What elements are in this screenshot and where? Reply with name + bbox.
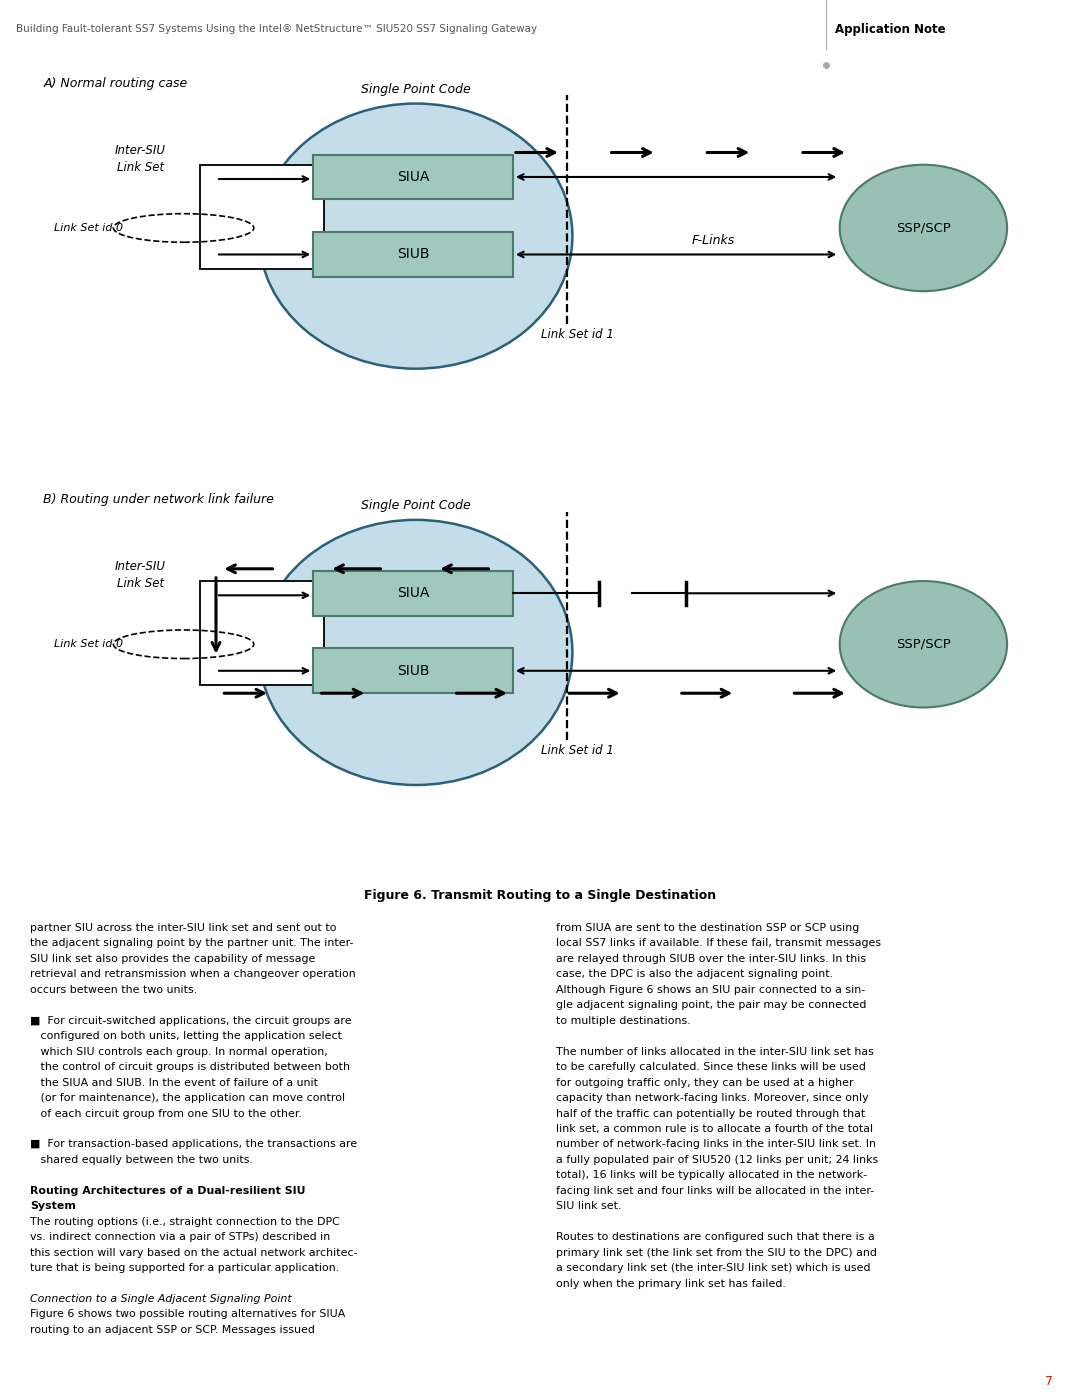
Text: SSP/SCP: SSP/SCP: [896, 638, 950, 651]
Text: only when the primary link set has failed.: only when the primary link set has faile…: [556, 1278, 786, 1288]
Text: configured on both units, letting the application select: configured on both units, letting the ap…: [30, 1031, 342, 1041]
Text: Link Set id 0: Link Set id 0: [54, 640, 123, 650]
Ellipse shape: [840, 165, 1008, 291]
FancyBboxPatch shape: [313, 648, 513, 693]
Text: ■  For circuit-switched applications, the circuit groups are: ■ For circuit-switched applications, the…: [30, 1016, 352, 1025]
Text: Routes to destinations are configured such that there is a: Routes to destinations are configured su…: [556, 1232, 875, 1242]
Text: SIUA: SIUA: [397, 587, 429, 601]
Text: Link Set id 1: Link Set id 1: [541, 327, 615, 341]
Text: this section will vary based on the actual network architec-: this section will vary based on the actu…: [30, 1248, 357, 1257]
Text: SIU link set.: SIU link set.: [556, 1201, 622, 1211]
Text: total), 16 links will be typically allocated in the network-: total), 16 links will be typically alloc…: [556, 1171, 867, 1180]
Text: System: System: [30, 1201, 76, 1211]
Text: Single Point Code: Single Point Code: [361, 84, 471, 96]
Text: F-Links: F-Links: [691, 233, 734, 247]
Text: (or for maintenance), the application can move control: (or for maintenance), the application ca…: [30, 1092, 346, 1104]
Text: 7: 7: [1045, 1375, 1053, 1389]
Text: shared equally between the two units.: shared equally between the two units.: [30, 1155, 253, 1165]
Text: A) Normal routing case: A) Normal routing case: [43, 77, 188, 89]
Text: of each circuit group from one SIU to the other.: of each circuit group from one SIU to th…: [30, 1108, 302, 1119]
Text: SIU link set also provides the capability of message: SIU link set also provides the capabilit…: [30, 954, 315, 964]
Text: the control of circuit groups is distributed between both: the control of circuit groups is distrib…: [30, 1062, 350, 1071]
Text: Link Set id 1: Link Set id 1: [541, 743, 615, 757]
Text: Routing Architectures of a Dual-resilient SIU: Routing Architectures of a Dual-resilien…: [30, 1186, 306, 1196]
Ellipse shape: [840, 581, 1008, 707]
Text: number of network-facing links in the inter-SIU link set. In: number of network-facing links in the in…: [556, 1140, 876, 1150]
Text: ■  For transaction-based applications, the transactions are: ■ For transaction-based applications, th…: [30, 1140, 357, 1150]
Text: Building Fault-tolerant SS7 Systems Using the Intel® NetStructure™ SIU520 SS7 Si: Building Fault-tolerant SS7 Systems Usin…: [16, 24, 538, 34]
Text: to multiple destinations.: to multiple destinations.: [556, 1016, 691, 1025]
Text: Figure 6. Transmit Routing to a Single Destination: Figure 6. Transmit Routing to a Single D…: [364, 888, 716, 902]
Ellipse shape: [259, 520, 572, 785]
FancyBboxPatch shape: [313, 155, 513, 200]
Text: half of the traffic can potentially be routed through that: half of the traffic can potentially be r…: [556, 1108, 865, 1119]
Text: Single Point Code: Single Point Code: [361, 500, 471, 513]
Bar: [200, 165, 324, 268]
Text: Application Note: Application Note: [835, 22, 945, 36]
Text: Inter-SIU
Link Set: Inter-SIU Link Set: [114, 560, 166, 590]
Ellipse shape: [259, 103, 572, 369]
Text: for outgoing traffic only, they can be used at a higher: for outgoing traffic only, they can be u…: [556, 1077, 854, 1088]
Text: the SIUA and SIUB. In the event of failure of a unit: the SIUA and SIUB. In the event of failu…: [30, 1077, 319, 1088]
Bar: [200, 581, 324, 685]
Text: local SS7 links if available. If these fail, transmit messages: local SS7 links if available. If these f…: [556, 939, 881, 949]
Text: are relayed through SIUB over the inter-SIU links. In this: are relayed through SIUB over the inter-…: [556, 954, 866, 964]
Text: ture that is being supported for a particular application.: ture that is being supported for a parti…: [30, 1263, 339, 1273]
Text: The number of links allocated in the inter-SIU link set has: The number of links allocated in the int…: [556, 1046, 874, 1056]
Text: case, the DPC is also the adjacent signaling point.: case, the DPC is also the adjacent signa…: [556, 970, 833, 979]
Text: occurs between the two units.: occurs between the two units.: [30, 985, 198, 995]
Text: Inter-SIU
Link Set: Inter-SIU Link Set: [114, 144, 166, 173]
Text: routing to an adjacent SSP or SCP. Messages issued: routing to an adjacent SSP or SCP. Messa…: [30, 1324, 315, 1336]
Text: to be carefully calculated. Since these links will be used: to be carefully calculated. Since these …: [556, 1062, 866, 1071]
Text: link set, a common rule is to allocate a fourth of the total: link set, a common rule is to allocate a…: [556, 1125, 874, 1134]
Text: B) Routing under network link failure: B) Routing under network link failure: [43, 493, 274, 506]
FancyBboxPatch shape: [313, 232, 513, 277]
Text: Connection to a Single Adjacent Signaling Point: Connection to a Single Adjacent Signalin…: [30, 1294, 292, 1303]
Text: vs. indirect connection via a pair of STPs) described in: vs. indirect connection via a pair of ST…: [30, 1232, 330, 1242]
Text: Figure 6 shows two possible routing alternatives for SIUA: Figure 6 shows two possible routing alte…: [30, 1309, 346, 1320]
Text: SIUA: SIUA: [397, 170, 429, 184]
Text: capacity than network-facing links. Moreover, since only: capacity than network-facing links. More…: [556, 1092, 868, 1104]
Text: the adjacent signaling point by the partner unit. The inter-: the adjacent signaling point by the part…: [30, 939, 354, 949]
Text: retrieval and retransmission when a changeover operation: retrieval and retransmission when a chan…: [30, 970, 356, 979]
Text: The routing options (i.e., straight connection to the DPC: The routing options (i.e., straight conn…: [30, 1217, 340, 1227]
Text: primary link set (the link set from the SIU to the DPC) and: primary link set (the link set from the …: [556, 1248, 877, 1257]
Text: partner SIU across the inter-SIU link set and sent out to: partner SIU across the inter-SIU link se…: [30, 923, 337, 933]
Text: gle adjacent signaling point, the pair may be connected: gle adjacent signaling point, the pair m…: [556, 1000, 866, 1010]
Text: Although Figure 6 shows an SIU pair connected to a sin-: Although Figure 6 shows an SIU pair conn…: [556, 985, 865, 995]
Text: which SIU controls each group. In normal operation,: which SIU controls each group. In normal…: [30, 1046, 328, 1056]
Text: SIUB: SIUB: [396, 247, 430, 261]
Text: SIUB: SIUB: [396, 664, 430, 678]
Text: from SIUA are sent to the destination SSP or SCP using: from SIUA are sent to the destination SS…: [556, 923, 860, 933]
FancyBboxPatch shape: [313, 571, 513, 616]
Text: a secondary link set (the inter-SIU link set) which is used: a secondary link set (the inter-SIU link…: [556, 1263, 870, 1273]
Text: Link Set id 0: Link Set id 0: [54, 224, 123, 233]
Text: a fully populated pair of SIU520 (12 links per unit; 24 links: a fully populated pair of SIU520 (12 lin…: [556, 1155, 878, 1165]
Text: facing link set and four links will be allocated in the inter-: facing link set and four links will be a…: [556, 1186, 875, 1196]
Text: SSP/SCP: SSP/SCP: [896, 222, 950, 235]
